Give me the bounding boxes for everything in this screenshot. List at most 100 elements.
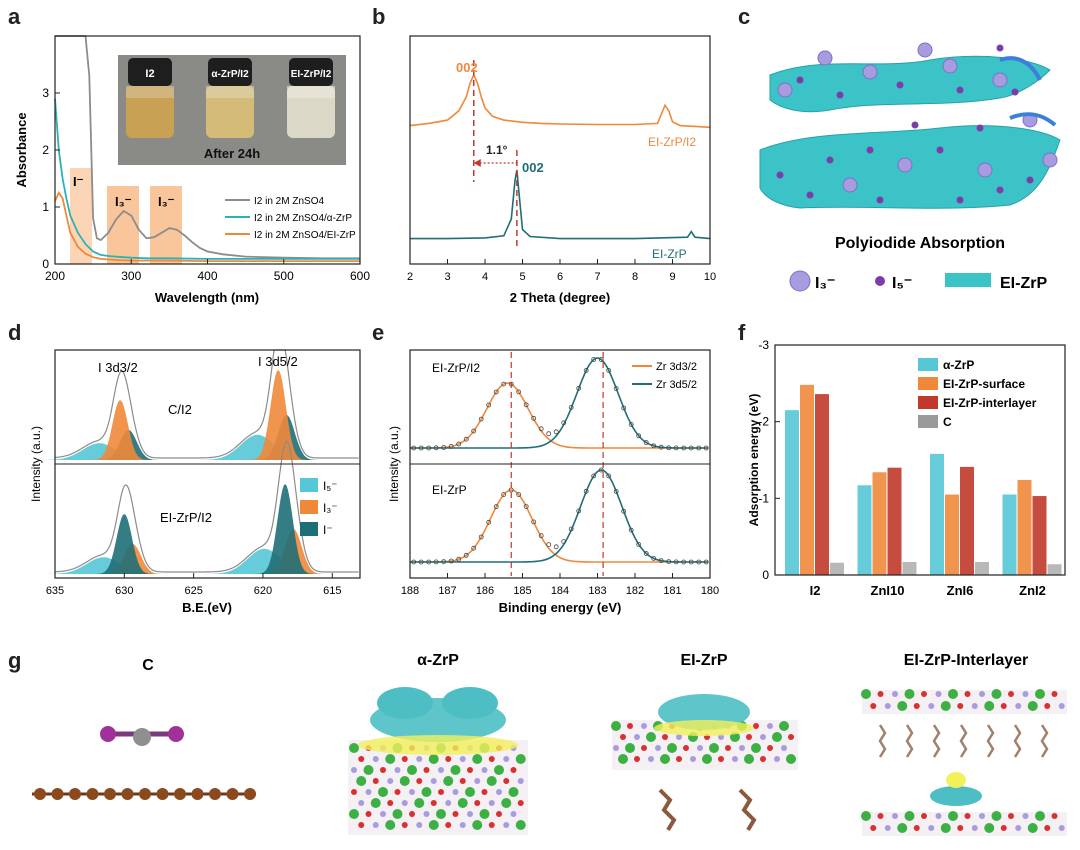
y-tick-label-a: 1 — [42, 200, 49, 214]
y-tick-label-a: 3 — [42, 86, 49, 100]
bar-ZnI6-1 — [945, 494, 959, 575]
bar-ZnI10-1 — [872, 472, 887, 575]
band-label-i: I⁻ — [73, 174, 84, 189]
lattice-atom — [683, 745, 689, 751]
lattice-atom — [358, 800, 365, 806]
y-axis-label-f: Adsorption energy (eV) — [747, 394, 761, 527]
panel-letter-e: e — [372, 320, 384, 345]
data-point-e — [478, 534, 484, 540]
i3-particle — [842, 177, 858, 193]
data-point-e — [471, 545, 477, 551]
x-tick-label-f: ZnI10 — [871, 583, 905, 598]
y-tick-label-f: -3 — [758, 338, 769, 352]
lattice-atom — [641, 745, 647, 751]
envelope-d-1 — [54, 440, 359, 573]
lattice-atom — [760, 734, 766, 740]
i3-particle — [777, 82, 793, 98]
lattice-atom — [1058, 825, 1065, 831]
data-point-e — [561, 420, 567, 426]
data-point-e — [681, 559, 687, 565]
x-tick-label-d: 615 — [323, 585, 341, 597]
data-point-e — [418, 559, 424, 565]
lattice-atom — [732, 756, 738, 762]
organic-chain — [878, 724, 887, 758]
data-point-e — [426, 559, 432, 565]
lattice-atom — [676, 756, 682, 762]
lattice-atom — [399, 776, 410, 786]
x-tick-label-f: I2 — [810, 583, 821, 598]
lattice-atom — [634, 734, 640, 740]
data-point-e — [486, 519, 492, 525]
lattice-atom — [416, 778, 423, 784]
x-tick-label-b: 6 — [557, 271, 563, 283]
ei-zrp-legend-swatch — [945, 273, 991, 287]
lattice-atom — [921, 813, 927, 819]
data-point-e — [583, 367, 589, 373]
series-line-a-2 — [54, 190, 360, 262]
carbon-atom — [104, 788, 116, 800]
data-point-e — [636, 542, 642, 547]
lattice-atom — [401, 800, 408, 806]
lattice-atom — [877, 813, 884, 819]
peak-i5-1-1 — [197, 548, 331, 574]
i3-particle — [992, 72, 1008, 88]
bar-I2-3 — [830, 562, 844, 575]
carbon-atom — [69, 788, 81, 800]
data-point-e — [688, 559, 694, 565]
lattice-atom — [407, 765, 417, 775]
lattice-atom — [416, 756, 423, 762]
bar-I2-0 — [785, 410, 799, 575]
lattice-atom — [861, 811, 871, 821]
lattice-atom — [627, 723, 633, 729]
lattice-atom — [459, 778, 466, 784]
x-tick-label-a: 600 — [350, 269, 370, 283]
lattice-atom — [655, 745, 661, 751]
lattice-atom — [1058, 703, 1065, 709]
lattice-atom — [984, 701, 995, 711]
legend-label-f-0: α-ZrP — [943, 358, 974, 372]
data-point-e — [636, 433, 642, 439]
legend-swatch-f-0 — [918, 358, 938, 371]
i5-particle — [866, 146, 874, 154]
vial-i2 — [126, 58, 174, 138]
panel-g-structures: C α-ZrP EI-ZrP EI-ZrP-Interlayer — [32, 652, 1067, 836]
legend-label-f-1: EI-ZrP-surface — [943, 377, 1025, 391]
axis-frame-b — [409, 35, 711, 265]
x-tick-label-b: 3 — [444, 271, 450, 283]
legend-d-i3: I₃⁻ — [323, 501, 338, 515]
lattice-atom — [697, 745, 703, 751]
data-point-e — [643, 551, 649, 556]
i5-legend-icon — [875, 276, 885, 286]
peak-main-1-1 — [254, 484, 316, 574]
lattice-atom — [428, 820, 439, 830]
panel-d-chart: 635 630 625 620 615 B.E.(eV) Intensity (a.u.… — [29, 349, 361, 615]
y-tick-label-f: -2 — [758, 415, 769, 429]
data-point-e — [463, 436, 469, 442]
vial-ei-zrp — [287, 58, 335, 138]
data-point-e — [418, 445, 424, 451]
y-axis-label-e: Intensity (a.u.) — [387, 426, 401, 502]
x-tick-label-e: 181 — [663, 585, 681, 597]
bar-ZnI2-1 — [1017, 479, 1032, 575]
legend-i5: I₅⁻ — [892, 275, 912, 292]
lattice-atom — [667, 743, 677, 753]
lattice-atom — [503, 778, 510, 784]
lattice-atom — [613, 745, 619, 751]
x-tick-label-b: 4 — [482, 271, 488, 283]
x-tick-label-f: ZnI6 — [947, 583, 974, 598]
y-axis-label-d: Intensity (a.u.) — [29, 426, 43, 502]
data-point-e — [591, 357, 597, 362]
panel-letter-g: g — [8, 648, 21, 673]
peak-i5-0-0 — [32, 443, 166, 460]
lattice-atom — [1035, 811, 1045, 821]
title-g-interlayer: EI-ZrP-Interlayer — [904, 652, 1028, 669]
lattice-atom — [488, 822, 495, 828]
band-label-i3-b: I₃⁻ — [158, 194, 175, 209]
carbon-atom — [191, 788, 204, 800]
lattice-atom — [646, 732, 656, 742]
data-point-e — [441, 559, 447, 565]
lattice-atom — [1027, 701, 1038, 711]
data-point-e — [628, 527, 634, 533]
data-point-e — [643, 440, 649, 445]
lattice-atom — [1008, 813, 1014, 819]
